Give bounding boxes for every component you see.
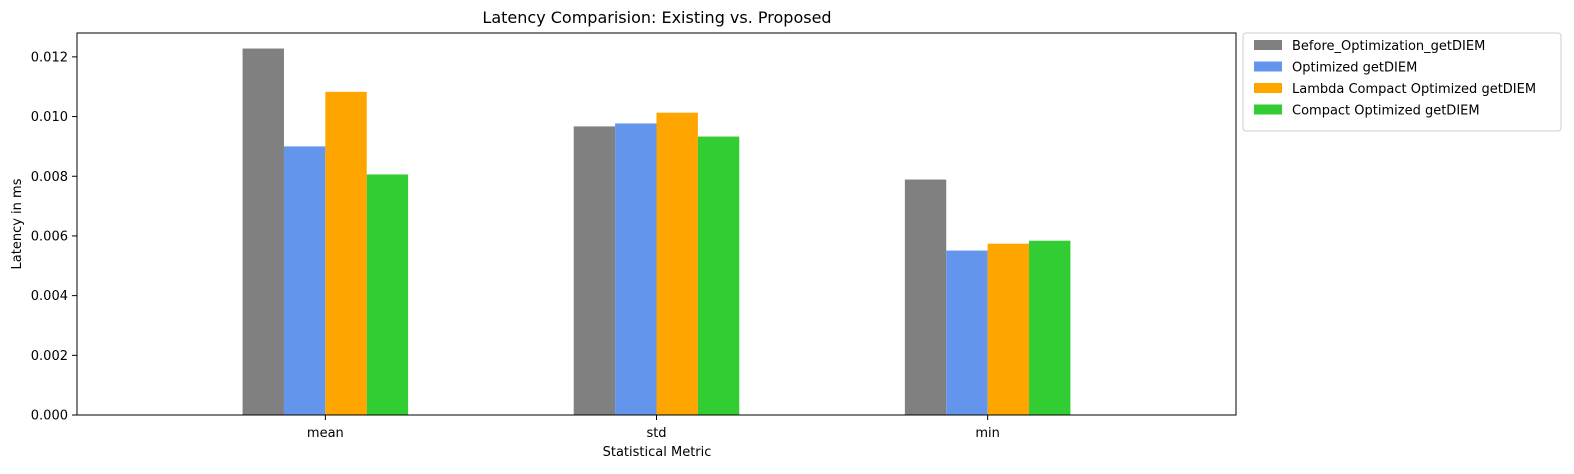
y-tick-label: 0.002 <box>31 349 68 364</box>
bar-mean-series-1 <box>242 48 284 416</box>
x-tick-label: std <box>646 426 666 441</box>
x-axis-label: Statistical Metric <box>603 445 712 460</box>
y-tick-label: 0.008 <box>31 170 68 185</box>
legend-frame <box>1242 32 1562 132</box>
chart-title: Latency Comparision: Existing vs. Propos… <box>482 8 831 27</box>
y-tick-label: 0.012 <box>31 50 68 65</box>
bar-mean-series-2 <box>283 146 326 415</box>
y-tick-label: 0.000 <box>31 409 68 424</box>
y-tick-label: 0.010 <box>31 110 68 125</box>
y-axis: 0.000 0.002 0.004 0.006 0.008 0.010 0.012 <box>31 50 77 424</box>
legend-swatch <box>1254 104 1282 115</box>
bar-std-series-1 <box>573 126 616 415</box>
bars-layer <box>242 48 1071 416</box>
bar-min-series-2 <box>946 250 988 415</box>
legend: Before_Optimization_getDIEM Optimized get… <box>1242 32 1562 132</box>
legend-label: Before_Optimization_getDIEM <box>1292 39 1485 54</box>
bar-std-series-3 <box>656 112 698 416</box>
bar-min-series-4 <box>1029 240 1071 415</box>
legend-label: Compact Optimized getDIEM <box>1292 104 1480 119</box>
legend-swatch <box>1254 83 1282 93</box>
bar-min-series-3 <box>987 243 1030 415</box>
y-axis-label: Latency in ms <box>10 178 25 269</box>
y-tick-label: 0.004 <box>31 289 68 304</box>
legend-label: Optimized getDIEM <box>1292 61 1417 76</box>
legend-swatch <box>1254 61 1282 72</box>
x-axis: mean std min <box>307 415 1000 441</box>
bar-mean-series-4 <box>366 174 409 415</box>
legend-label: Lambda Compact Optimized getDIEM <box>1292 82 1536 97</box>
legend-swatch <box>1254 40 1282 50</box>
x-tick-label: min <box>975 426 1000 441</box>
bar-std-series-2 <box>615 123 657 415</box>
bar-std-series-4 <box>697 136 740 416</box>
y-tick-label: 0.006 <box>31 229 68 244</box>
bar-mean-series-3 <box>325 91 367 416</box>
x-tick-label: mean <box>307 426 344 441</box>
bar-min-series-1 <box>904 179 947 415</box>
